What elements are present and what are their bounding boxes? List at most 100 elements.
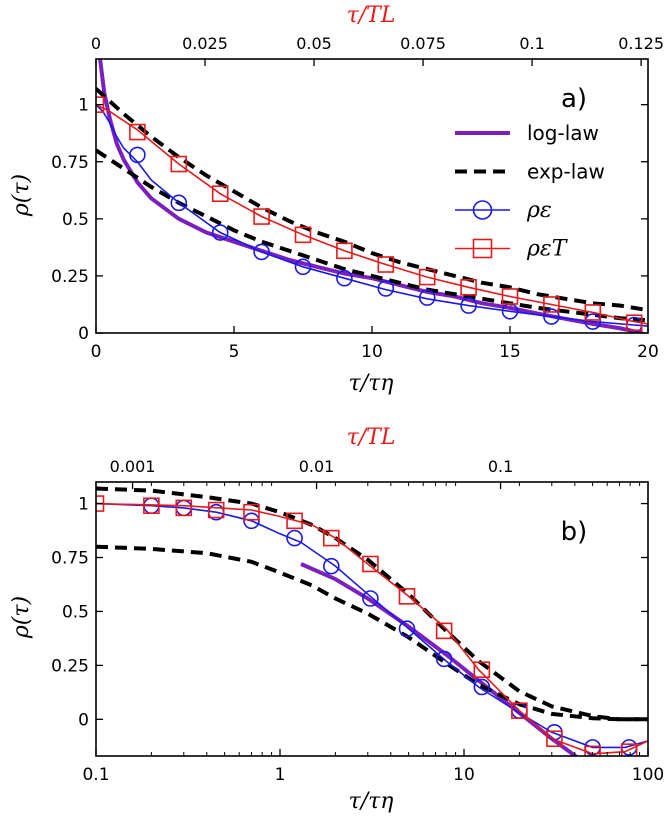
x-tick-label: 15 (499, 342, 521, 362)
legend-label: log-law (527, 121, 599, 145)
data-point-square (620, 743, 638, 756)
data-point-circle (243, 512, 260, 530)
y-tick-label: 0.5 (62, 210, 89, 230)
series-line-loglaw (300, 562, 579, 756)
y-tick-label: 0.5 (62, 602, 89, 622)
data-point-circle (211, 224, 229, 241)
top-tick-label: 0.125 (618, 34, 664, 53)
data-point-circle (584, 313, 602, 330)
data-point-circle (435, 650, 453, 668)
plot-area (96, 486, 648, 756)
top-tick-label: 0.025 (182, 34, 228, 53)
top-tick-label: 0.1 (488, 457, 513, 476)
x-tick-label: 10 (361, 342, 383, 362)
data-point-circle (294, 258, 312, 276)
data-point-square (501, 288, 519, 305)
series-line-explaw (96, 148, 648, 323)
data-point-square (96, 495, 105, 512)
data-point-square (460, 279, 477, 296)
data-point-square (584, 745, 601, 756)
data-point-square (322, 529, 340, 547)
data-point-square (511, 702, 528, 719)
data-point-square (584, 304, 602, 321)
legend-label: ρε (526, 198, 552, 223)
series-line-explaw (96, 544, 648, 722)
top-tick-label: 0.1 (519, 34, 544, 53)
data-point-circle (129, 146, 146, 164)
panel-a-label: a) (561, 84, 587, 114)
data-point-square (336, 242, 353, 260)
data-point-square (170, 155, 188, 173)
data-point-square (546, 730, 563, 748)
panel-b-label: b) (561, 517, 588, 547)
data-point-circle (460, 297, 477, 314)
data-point-circle (253, 243, 270, 261)
y-tick-label: 0.25 (51, 267, 89, 287)
x-tick-label: 100 (632, 765, 664, 785)
data-point-square (362, 555, 379, 573)
legend-label: ρεT (526, 237, 569, 262)
data-point-circle (286, 529, 303, 547)
legend-label: exp-law (527, 160, 605, 184)
data-point-square (207, 501, 225, 519)
top-tick-label: 0.075 (400, 34, 446, 53)
data-point-square (418, 268, 436, 286)
plot-area (96, 59, 648, 333)
data-point-circle (336, 269, 353, 287)
data-point-square (294, 226, 312, 244)
panel-a-xlabel: τ/τη (349, 371, 394, 396)
panel-a-ylabel: ρ(τ) (9, 174, 34, 217)
data-point-circle (546, 723, 563, 741)
data-point-square (473, 661, 491, 679)
x-tick-label: 0 (91, 342, 102, 362)
series-line-explawt (96, 486, 648, 722)
data-point-circle (543, 308, 560, 325)
data-point-square (253, 208, 270, 225)
series-line-loglaw (98, 59, 643, 333)
top-tick-label: 0.001 (110, 457, 156, 476)
data-point-square (96, 96, 105, 113)
y-tick-label: 0 (78, 324, 89, 344)
data-point-square (625, 314, 643, 332)
data-point-square (211, 185, 229, 203)
y-tick-label: 0 (78, 710, 89, 730)
top-tick-label: 0.05 (296, 34, 332, 53)
y-tick-label: 0.25 (51, 656, 89, 676)
x-tick-label: 20 (637, 342, 659, 362)
data-point-square (543, 296, 560, 313)
x-tick-label: 10 (453, 765, 475, 785)
series-line- (96, 502, 648, 749)
x-tick-label: 1 (275, 765, 286, 785)
data-point-square (143, 497, 160, 515)
data-point-circle (418, 289, 436, 306)
x-tick-label: 0.1 (82, 765, 109, 785)
data-point-circle (362, 590, 379, 607)
axes-frame (95, 58, 649, 334)
panel-a: τ/TL τ/τη ρ(τ) a) 0 5 10 15 200 0.025 0.05 0.07… (9, 3, 664, 396)
top-tick-label: 0.01 (299, 457, 335, 476)
series-line-t (96, 502, 648, 755)
data-point-circle (473, 678, 491, 696)
panel-b-ylabel: ρ(τ) (9, 596, 34, 639)
y-tick-label: 0.75 (51, 153, 89, 173)
data-point-circle (170, 194, 188, 212)
data-point-square (243, 503, 260, 521)
axes-frame (95, 481, 649, 757)
panel-b-xlabel: τ/τη (349, 789, 394, 814)
top-tick-label: 0 (91, 34, 101, 53)
data-point-square (129, 123, 146, 141)
legend-marker-circle (472, 200, 493, 220)
y-tick-label: 1 (78, 495, 89, 515)
legend-marker-square (472, 238, 493, 259)
x-tick-label: 5 (229, 342, 240, 362)
data-point-square (398, 588, 416, 605)
data-point-circle (398, 620, 416, 638)
data-point-square (377, 256, 395, 273)
data-point-square (286, 512, 303, 530)
data-point-circle (377, 280, 395, 297)
data-point-circle (322, 557, 340, 575)
data-point-square (435, 622, 453, 640)
data-point-square (175, 499, 193, 517)
